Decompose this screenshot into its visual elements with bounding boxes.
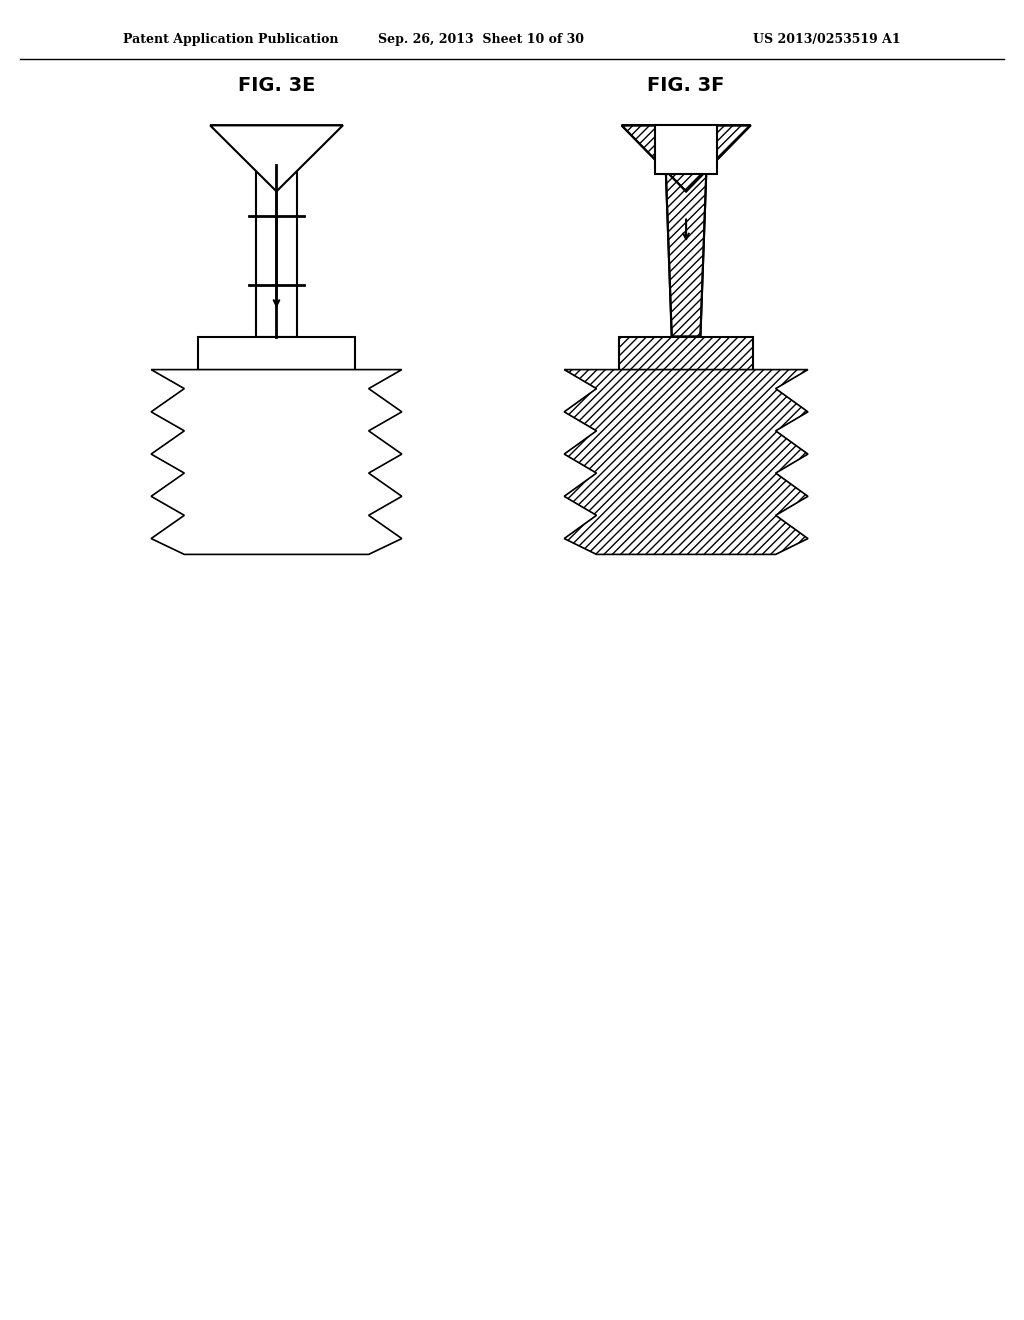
- Polygon shape: [654, 125, 718, 173]
- Polygon shape: [210, 125, 343, 191]
- Text: Sep. 26, 2013  Sheet 10 of 30: Sep. 26, 2013 Sheet 10 of 30: [378, 33, 585, 46]
- Text: Patent Application Publication: Patent Application Publication: [123, 33, 338, 46]
- Polygon shape: [199, 337, 355, 370]
- Text: FIG. 3E: FIG. 3E: [238, 77, 315, 95]
- Text: US 2013/0253519 A1: US 2013/0253519 A1: [754, 33, 901, 46]
- Polygon shape: [256, 165, 297, 337]
- Polygon shape: [210, 125, 343, 191]
- Polygon shape: [622, 125, 751, 191]
- Polygon shape: [152, 370, 401, 554]
- Polygon shape: [256, 165, 297, 337]
- Polygon shape: [199, 337, 355, 370]
- Polygon shape: [564, 370, 808, 554]
- Polygon shape: [666, 165, 707, 337]
- Text: FIG. 3F: FIG. 3F: [647, 77, 725, 95]
- Polygon shape: [152, 370, 401, 554]
- Polygon shape: [618, 337, 754, 370]
